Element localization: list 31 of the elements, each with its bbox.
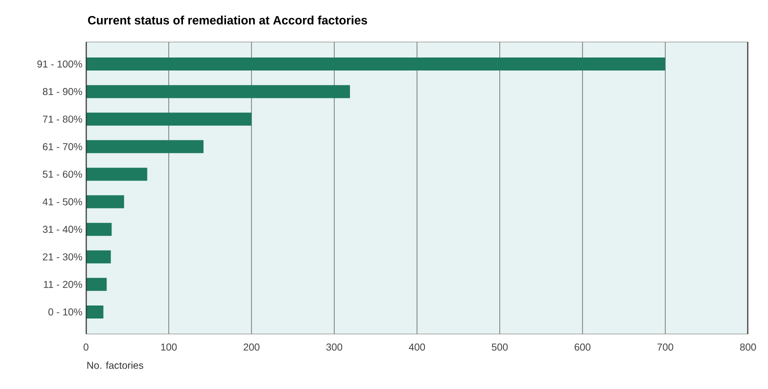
- y-tick-label: 61 - 70%: [42, 143, 82, 150]
- bar: [86, 112, 252, 126]
- x-tick-label: 600: [574, 344, 590, 351]
- x-tick-label: 200: [244, 344, 260, 351]
- y-tick-label: 91 - 100%: [37, 60, 82, 68]
- bar: [86, 250, 111, 264]
- y-tick-label: 21 - 30%: [42, 253, 82, 260]
- bar: [86, 278, 107, 291]
- bar: [86, 140, 204, 154]
- y-tick-label: 0 - 10%: [48, 308, 82, 316]
- bar: [86, 195, 124, 208]
- x-tick-label: 700: [657, 344, 674, 351]
- chart-title: Current status of remediation at Accord factories: [88, 16, 368, 24]
- bar: [86, 222, 112, 236]
- x-tick-label: 400: [408, 344, 425, 351]
- y-tick-label: 31 - 40%: [42, 226, 82, 233]
- y-tick-label: 11 - 20%: [44, 280, 82, 288]
- x-tick-label: 800: [740, 344, 756, 351]
- y-tick-label: 51 - 60%: [42, 170, 82, 178]
- x-tick-label: 0: [84, 344, 88, 351]
- bar: [86, 305, 104, 318]
- y-tick-label: 71 - 80%: [42, 116, 82, 123]
- bar: [86, 58, 666, 71]
- x-axis-title: No. factories: [87, 362, 144, 369]
- x-tick-label: 500: [492, 344, 508, 351]
- x-tick-label: 300: [326, 344, 342, 351]
- bar: [86, 168, 148, 181]
- y-tick-label: 41 - 50%: [42, 198, 82, 206]
- x-tick-label: 100: [161, 344, 177, 351]
- y-tick-label: 81 - 90%: [42, 88, 82, 96]
- bar: [86, 85, 350, 98]
